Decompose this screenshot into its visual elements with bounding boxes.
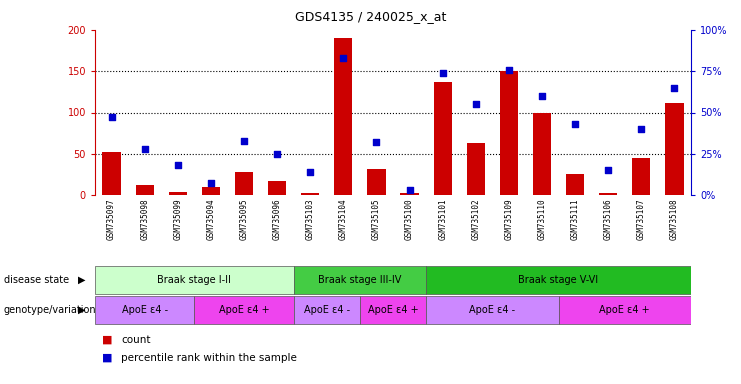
Point <box>106 114 118 121</box>
Text: GSM735110: GSM735110 <box>537 198 547 240</box>
Text: Braak stage III-IV: Braak stage III-IV <box>318 275 402 285</box>
FancyBboxPatch shape <box>559 296 691 324</box>
FancyBboxPatch shape <box>95 296 194 324</box>
Bar <box>235 172 253 195</box>
Point <box>271 151 283 157</box>
Text: ▶: ▶ <box>78 305 85 315</box>
FancyBboxPatch shape <box>293 296 360 324</box>
Text: GSM735097: GSM735097 <box>107 198 116 240</box>
Text: GSM735094: GSM735094 <box>207 198 216 240</box>
Point <box>370 139 382 145</box>
Bar <box>566 174 584 195</box>
Text: GSM735106: GSM735106 <box>604 198 613 240</box>
Text: Braak stage V-VI: Braak stage V-VI <box>519 275 599 285</box>
Bar <box>400 192 419 195</box>
Bar <box>268 181 286 195</box>
Point <box>503 66 515 73</box>
FancyBboxPatch shape <box>95 266 293 295</box>
Text: GSM735103: GSM735103 <box>306 198 315 240</box>
Bar <box>136 185 154 195</box>
Text: GSM735098: GSM735098 <box>140 198 149 240</box>
Text: ▶: ▶ <box>78 275 85 285</box>
Text: Braak stage I-II: Braak stage I-II <box>157 275 231 285</box>
Bar <box>169 192 187 195</box>
Bar <box>599 192 617 195</box>
FancyBboxPatch shape <box>426 266 691 295</box>
Text: ■: ■ <box>102 353 113 363</box>
FancyBboxPatch shape <box>426 296 559 324</box>
FancyBboxPatch shape <box>293 266 426 295</box>
Bar <box>334 38 353 195</box>
Text: GDS4135 / 240025_x_at: GDS4135 / 240025_x_at <box>295 10 446 23</box>
Text: genotype/variation: genotype/variation <box>4 305 96 315</box>
Text: GSM735101: GSM735101 <box>438 198 447 240</box>
Point <box>305 169 316 175</box>
Text: ApoE ε4 +: ApoE ε4 + <box>219 305 269 315</box>
FancyBboxPatch shape <box>360 296 426 324</box>
Text: GSM735111: GSM735111 <box>571 198 579 240</box>
Point <box>238 137 250 144</box>
Text: ■: ■ <box>102 335 113 345</box>
Text: GSM735104: GSM735104 <box>339 198 348 240</box>
Text: GSM735105: GSM735105 <box>372 198 381 240</box>
Bar <box>301 194 319 195</box>
Point <box>668 85 680 91</box>
Text: GSM735095: GSM735095 <box>239 198 248 240</box>
Text: GSM735100: GSM735100 <box>405 198 414 240</box>
Text: disease state: disease state <box>4 275 69 285</box>
Point <box>139 146 150 152</box>
Bar <box>102 152 121 195</box>
Text: GSM735102: GSM735102 <box>471 198 480 240</box>
Point <box>470 101 482 107</box>
Bar <box>499 71 518 195</box>
FancyBboxPatch shape <box>194 296 293 324</box>
Point <box>404 187 416 193</box>
Text: GSM735099: GSM735099 <box>173 198 182 240</box>
Text: GSM735107: GSM735107 <box>637 198 646 240</box>
Point <box>602 167 614 173</box>
Point <box>536 93 548 99</box>
Point <box>205 180 217 187</box>
Text: ApoE ε4 +: ApoE ε4 + <box>599 305 650 315</box>
Text: ApoE ε4 +: ApoE ε4 + <box>368 305 419 315</box>
Bar <box>533 113 551 195</box>
Bar <box>368 169 385 195</box>
Bar <box>202 187 220 195</box>
Bar <box>467 143 485 195</box>
Point <box>569 121 581 127</box>
Point <box>172 162 184 168</box>
Bar <box>665 103 683 195</box>
Text: GSM735109: GSM735109 <box>505 198 514 240</box>
Text: percentile rank within the sample: percentile rank within the sample <box>121 353 297 363</box>
Text: ApoE ε4 -: ApoE ε4 - <box>469 305 516 315</box>
Bar <box>433 82 452 195</box>
Text: count: count <box>121 335 150 345</box>
Text: ApoE ε4 -: ApoE ε4 - <box>122 305 167 315</box>
Point <box>635 126 647 132</box>
Text: GSM735096: GSM735096 <box>273 198 282 240</box>
Text: GSM735108: GSM735108 <box>670 198 679 240</box>
Text: ApoE ε4 -: ApoE ε4 - <box>304 305 350 315</box>
Bar <box>632 158 651 195</box>
Point <box>337 55 349 61</box>
Point <box>436 70 448 76</box>
